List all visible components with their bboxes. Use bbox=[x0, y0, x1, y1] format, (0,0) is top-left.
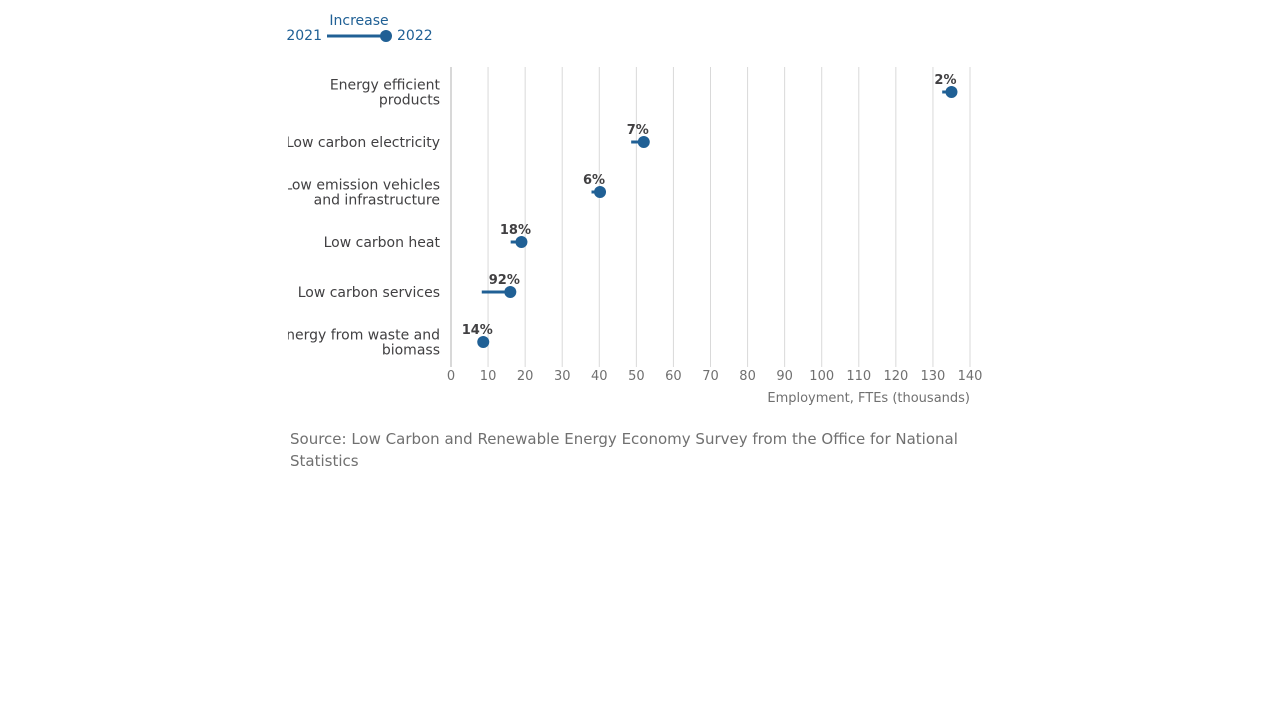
x-tick-label: 20 bbox=[517, 369, 534, 384]
category-label: and infrastructure bbox=[314, 193, 440, 209]
x-tick-label: 130 bbox=[921, 369, 946, 384]
change-label: 6% bbox=[583, 173, 605, 188]
x-tick-label: 10 bbox=[480, 369, 497, 384]
category-label: products bbox=[379, 93, 440, 109]
dumbbell-end-dot bbox=[945, 86, 958, 98]
category-label: Low emission vehicles bbox=[284, 178, 440, 194]
category-label: Energy efficient bbox=[330, 78, 441, 94]
x-tick-label: 100 bbox=[809, 369, 834, 384]
dumbbell-end-dot bbox=[477, 336, 490, 348]
source-note: Source: Low Carbon and Renewable Energy … bbox=[290, 430, 958, 470]
category-label: Low carbon electricity bbox=[286, 135, 440, 151]
category-label: Low carbon services bbox=[298, 285, 440, 301]
x-tick-label: 30 bbox=[554, 369, 571, 384]
change-label: 2% bbox=[934, 73, 956, 88]
dumbbell-end-dot bbox=[504, 286, 517, 298]
dumbbell-end-dot bbox=[515, 236, 528, 248]
x-tick-label: 60 bbox=[665, 369, 682, 384]
x-tick-label: 110 bbox=[846, 369, 871, 384]
x-tick-label: 120 bbox=[883, 369, 908, 384]
x-tick-label: 50 bbox=[628, 369, 645, 384]
x-tick-label: 0 bbox=[447, 369, 455, 384]
legend-end-dot bbox=[380, 30, 392, 42]
x-tick-label: 140 bbox=[958, 369, 983, 384]
legend-end-label: 2022 bbox=[397, 28, 433, 44]
x-axis-label: Employment, FTEs (thousands) bbox=[767, 391, 970, 406]
change-label: 7% bbox=[627, 123, 649, 138]
legend-title: Increase bbox=[329, 13, 388, 29]
category-label: biomass bbox=[382, 343, 440, 359]
dumbbell-end-dot bbox=[594, 186, 607, 198]
x-tick-label: 40 bbox=[591, 369, 608, 384]
change-label: 14% bbox=[462, 323, 493, 338]
x-tick-label: 80 bbox=[739, 369, 756, 384]
legend-start-label: 2021 bbox=[286, 28, 322, 44]
x-tick-label: 70 bbox=[702, 369, 719, 384]
x-tick-label: 90 bbox=[776, 369, 793, 384]
change-label: 18% bbox=[500, 223, 531, 238]
change-label: 92% bbox=[489, 273, 520, 288]
category-label: Energy from waste and bbox=[277, 328, 440, 344]
dumbbell-end-dot bbox=[637, 136, 650, 148]
category-label: Low carbon heat bbox=[324, 235, 441, 251]
